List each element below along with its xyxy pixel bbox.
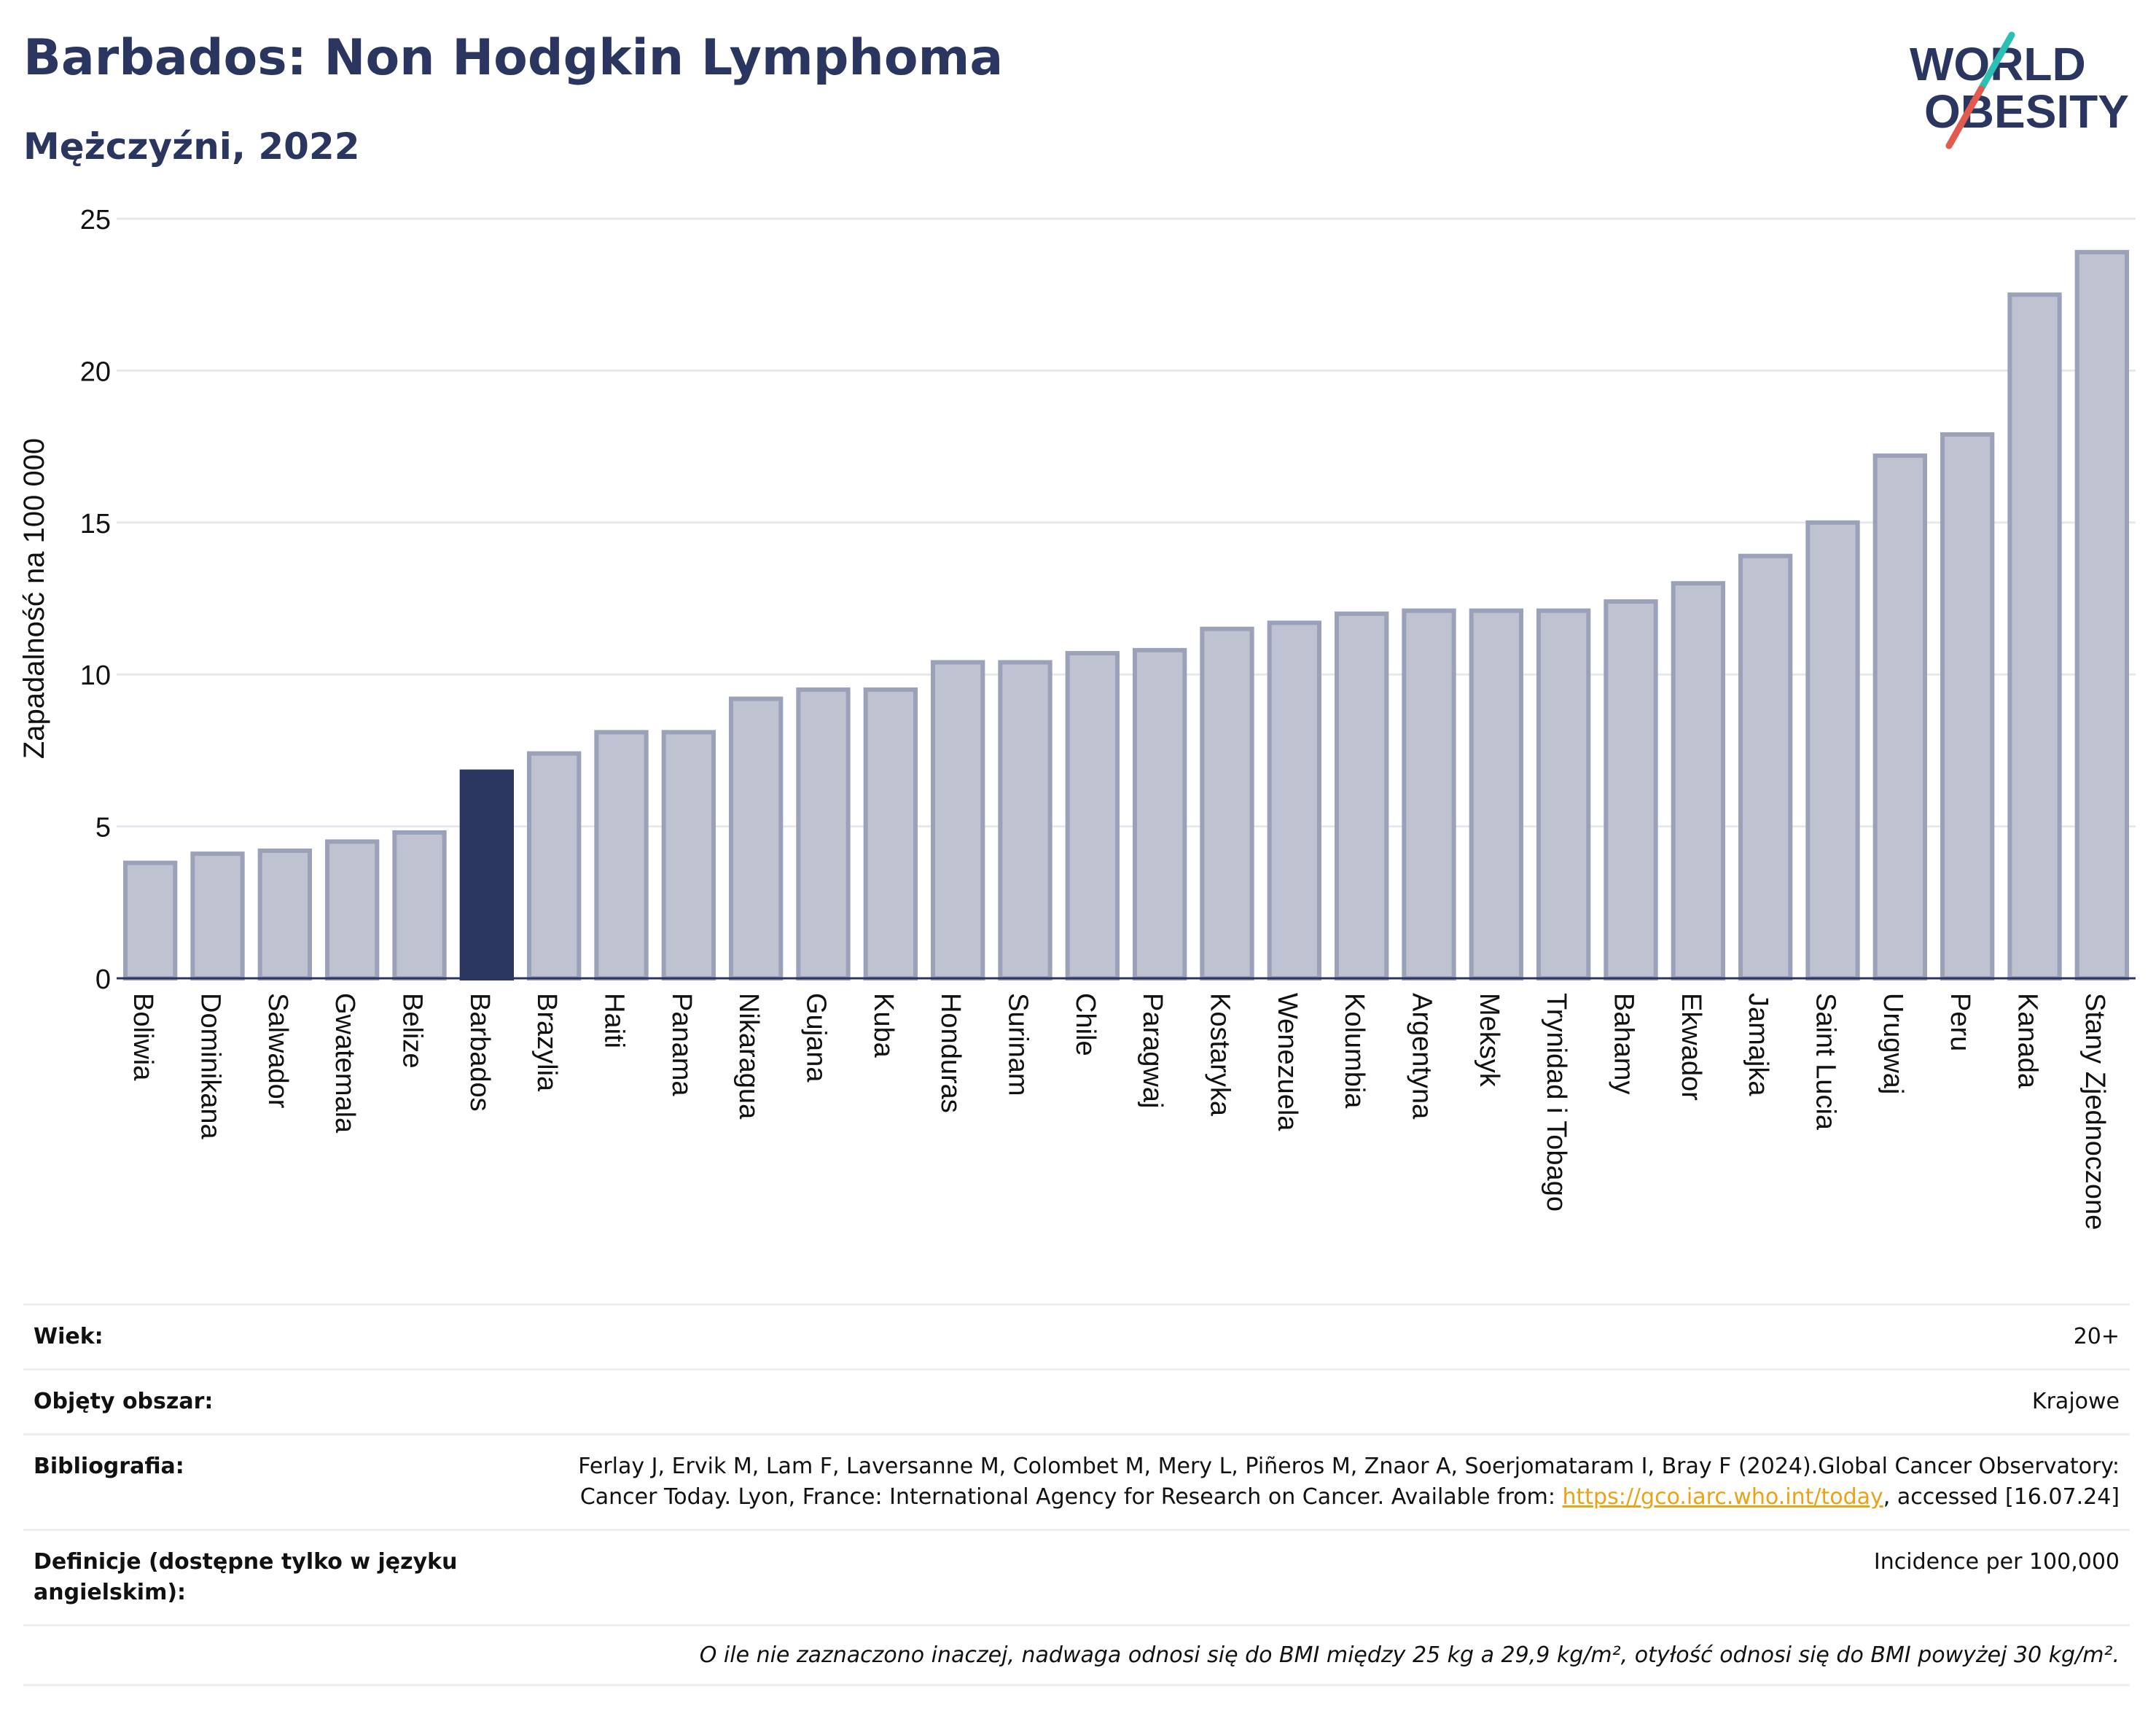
x-tick-label: Trynidad i Tobago [1541,993,1571,1212]
bar-argentyna [1402,608,1456,980]
bar-saint-lucia [1805,520,1860,980]
y-tick-label: 25 [80,205,111,235]
x-tick-label: Paragwaj [1137,993,1168,1108]
x-tick-label: Nikaragua [733,993,764,1120]
x-tick-label: Ekwador [1676,993,1706,1101]
x-tick-label: Bahamy [1608,993,1639,1094]
bar-belize [392,830,447,981]
definitions-label: Definicje (dostępne tylko w języku angie… [34,1549,458,1605]
x-tick-label: Gwatemala [329,993,360,1134]
meta-row-age: Wiek: 20+ [23,1303,2130,1368]
footnote: O ile nie zaznaczono inaczej, nadwaga od… [699,1642,2120,1668]
bar-chart: 0 5 10 15 20 25 Boliwia Dominikana Salwador Gwat… [18,205,2136,1230]
bar-wenezuela [1267,620,1321,980]
x-tick-label: Peru [1945,993,1975,1051]
bar-nikaragua [729,696,784,980]
bar-ekwador [1671,581,1725,980]
x-tick-label: Kostaryka [1204,993,1235,1117]
bar-honduras [931,660,985,980]
bar-gwatemala [325,839,380,980]
bars [123,249,2129,981]
bar-barbados [459,769,514,981]
bar-kolumbia [1335,611,1389,981]
bar-gujana [796,687,851,980]
bar-kostaryka [1200,626,1254,980]
chart-subtitle: Mężczyźni, 2022 [23,125,360,168]
logo-slash-red [1945,85,1985,149]
bar-salwador [257,848,312,980]
bar-panama [661,730,716,981]
bar-urugwaj [1872,453,1927,980]
meta-row-coverage: Objęty obszar: Krajowe [23,1368,2130,1433]
x-tick-label: Kuba [868,993,899,1058]
bibliography-link[interactable]: https://gco.iarc.who.int/today [1562,1484,1883,1510]
coverage-value: Krajowe [2031,1389,2120,1414]
bar-dominikana [190,851,245,981]
x-tick-label: Gujana [800,993,831,1083]
bar-bahamy [1604,599,1658,980]
x-tick-label: Wenezuela [1272,993,1302,1131]
bar-haiti [594,730,649,981]
age-label: Wiek: [34,1324,103,1349]
x-tick-label: Jamajka [1743,993,1773,1096]
age-value: 20+ [2073,1324,2120,1349]
x-tick-label: Salwador [262,993,293,1109]
x-tick-label: Belize [397,993,427,1069]
bar-paragwaj [1133,647,1187,981]
y-tick-label: 10 [80,660,111,691]
x-tick-label: Meksyk [1474,993,1504,1088]
bar-meksyk [1469,608,1523,980]
x-tick-label: Honduras [935,993,966,1113]
bibliography-value: Ferlay J, Ervik M, Lam F, Laversanne M, … [516,1451,2120,1513]
bar-chile [1065,651,1120,980]
x-tick-label: Dominikana [195,993,225,1140]
x-tick-label: Boliwia [128,993,158,1081]
x-tick-label: Haiti [598,993,629,1048]
x-tick-label: Surinam [1002,993,1033,1096]
x-tick-label: Kolumbia [1339,993,1370,1109]
x-tick-label: Stany Zjednoczone [2079,993,2110,1230]
x-tick-label: Panama [666,993,697,1096]
meta-row-definitions: Definicje (dostępne tylko w języku angie… [23,1529,2130,1624]
bar-kanada [2007,292,2062,980]
bar-jamajka [1738,553,1793,980]
bar-surinam [998,660,1052,980]
x-tick-label: Chile [1070,993,1101,1056]
definitions-value: Incidence per 100,000 [1873,1549,2120,1575]
bar-stany-zjednoczone [2074,249,2129,980]
bibliography-accessed: , accessed [16.07.24] [1883,1484,2120,1510]
x-tick-label: Barbados [464,993,495,1112]
bibliography-text: Ferlay J, Ervik M, Lam F, Laversanne M, … [578,1454,2120,1510]
x-tick-label: Brazylia [531,993,562,1092]
coverage-label: Objęty obszar: [34,1389,214,1414]
y-tick-label: 5 [95,813,111,843]
meta-row-bibliography: Bibliografia: Ferlay J, Ervik M, Lam F, … [23,1433,2130,1529]
world-obesity-logo: WORLD OBESITY [1910,31,2129,149]
x-tick-label: Saint Lucia [1810,993,1840,1131]
y-axis-ticks: 0 5 10 15 20 25 [80,205,111,995]
bar-boliwia [123,860,178,980]
logo-slash-teal [1977,31,2015,93]
bibliography-label: Bibliografia: [34,1454,184,1479]
meta-row-note: O ile nie zaznaczono inaczej, nadwaga od… [23,1624,2130,1686]
y-tick-label: 20 [80,356,111,387]
y-tick-label: 15 [80,509,111,539]
grid-lines [117,217,2136,828]
bar-kuba [863,687,918,980]
chart-title: Barbados: Non Hodgkin Lymphoma [23,29,1004,87]
x-tick-label: Urugwaj [1878,993,1908,1094]
bar-brazylia [527,751,582,980]
bar-trynidad-i-tobago [1536,608,1591,980]
x-tick-label: Kanada [2012,993,2042,1089]
bar-peru [1940,432,1995,980]
metadata-table: Wiek: 20+ Objęty obszar: Krajowe Bibliog… [23,1303,2130,1686]
y-axis-title: Zapadalność na 100 000 [18,438,50,759]
y-tick-label: 0 [95,964,111,995]
x-axis-labels: Boliwia Dominikana Salwador Gwatemala Belize… [128,993,2110,1230]
x-tick-label: Argentyna [1406,993,1437,1120]
